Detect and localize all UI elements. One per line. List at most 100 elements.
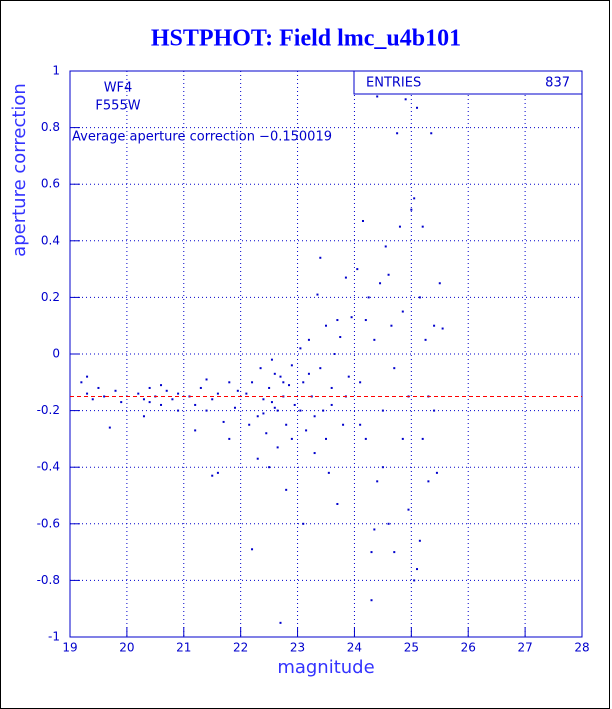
y-tick-label: -0.2: [37, 403, 60, 417]
point: [290, 437, 293, 440]
point: [376, 95, 379, 98]
point: [347, 375, 350, 378]
stats-box: [353, 70, 583, 95]
point: [438, 282, 441, 285]
x-tick-label: 24: [347, 641, 362, 655]
point: [205, 378, 208, 381]
point: [251, 548, 254, 551]
point: [199, 386, 202, 389]
point: [433, 409, 436, 412]
point: [330, 403, 333, 406]
point: [307, 372, 310, 375]
point: [416, 568, 419, 571]
point: [205, 409, 208, 412]
point: [233, 406, 236, 409]
x-tick-label: 27: [517, 641, 532, 655]
point: [103, 395, 106, 398]
point: [393, 367, 396, 370]
point: [302, 381, 305, 384]
point: [288, 384, 291, 387]
point: [279, 621, 282, 624]
point: [373, 338, 376, 341]
annotation: WF4: [104, 81, 133, 96]
point: [273, 406, 276, 409]
point: [177, 392, 180, 395]
point: [421, 437, 424, 440]
point: [211, 474, 214, 477]
point: [387, 522, 390, 525]
point: [424, 338, 427, 341]
point: [319, 256, 322, 259]
chart-title: HSTPHOT: Field lmc_u4b101: [151, 26, 461, 52]
point: [370, 599, 373, 602]
point: [91, 398, 94, 401]
point: [390, 324, 393, 327]
y-tick-label: 1: [52, 64, 60, 78]
point: [373, 528, 376, 531]
point: [262, 412, 265, 415]
y-tick-label: -0.8: [37, 573, 60, 587]
point: [370, 551, 373, 554]
point: [418, 296, 421, 299]
point: [114, 389, 117, 392]
point: [336, 319, 339, 322]
point: [285, 488, 288, 491]
point: [421, 225, 424, 228]
y-tick-label: 0.2: [41, 290, 60, 304]
point: [222, 420, 225, 423]
point: [256, 415, 259, 418]
point: [401, 437, 404, 440]
point: [319, 367, 322, 370]
point: [262, 398, 265, 401]
x-tick-label: 25: [404, 641, 419, 655]
point: [325, 437, 327, 440]
point: [265, 432, 268, 435]
point: [307, 338, 310, 341]
point: [413, 579, 416, 582]
y-tick-label: -0.6: [37, 516, 60, 530]
point: [171, 398, 174, 401]
point: [342, 423, 345, 426]
point: [299, 409, 302, 412]
point: [216, 471, 219, 474]
point: [401, 310, 404, 313]
point: [359, 381, 362, 384]
point: [427, 480, 430, 483]
point: [268, 466, 271, 469]
point: [228, 437, 231, 440]
point: [418, 539, 421, 542]
point: [160, 403, 163, 406]
point: [86, 375, 89, 378]
point: [404, 98, 407, 101]
point: [336, 502, 339, 505]
point: [384, 245, 387, 248]
point: [108, 426, 111, 429]
point: [148, 386, 151, 389]
point: [339, 336, 342, 339]
point: [165, 389, 168, 392]
x-tick-label: 19: [62, 641, 77, 655]
point: [86, 392, 89, 395]
point: [279, 375, 282, 378]
point: [398, 225, 401, 228]
point: [344, 276, 347, 279]
point: [350, 316, 353, 319]
x-tick-label: 26: [461, 641, 476, 655]
point: [177, 409, 180, 412]
point: [282, 381, 285, 384]
point: [211, 398, 214, 401]
point: [251, 381, 254, 384]
point: [228, 381, 231, 384]
point: [410, 208, 413, 211]
point: [248, 423, 251, 426]
point: [364, 319, 367, 322]
point: [270, 358, 273, 361]
point: [120, 401, 123, 404]
y-tick-label: 0.8: [41, 120, 60, 134]
point: [322, 409, 325, 412]
point: [270, 401, 273, 404]
point: [194, 429, 197, 432]
point: [396, 132, 399, 135]
y-tick-label: -0.4: [37, 460, 60, 474]
